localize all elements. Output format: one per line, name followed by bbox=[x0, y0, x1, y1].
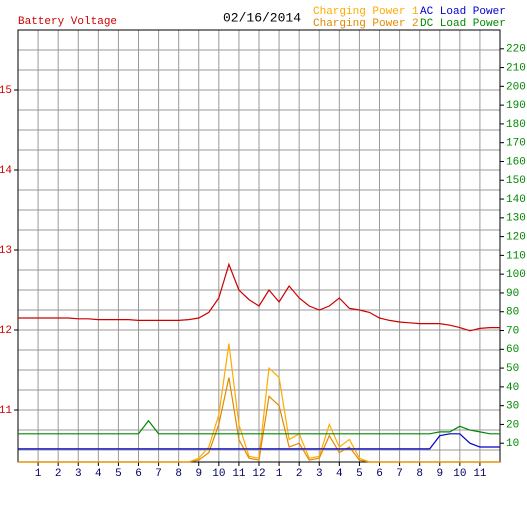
x-tick-label: 3 bbox=[75, 468, 82, 480]
series-line bbox=[18, 433, 500, 450]
y2-tick-label: 140 bbox=[506, 194, 526, 206]
y2-tick-label: 130 bbox=[506, 213, 526, 225]
y-tick-label: 12 bbox=[0, 325, 12, 337]
x-tick-label: 4 bbox=[336, 468, 343, 480]
y2-tick-label: 220 bbox=[506, 44, 526, 56]
y2-tick-label: 190 bbox=[506, 100, 526, 112]
legend-entry: AC Load Power bbox=[420, 6, 506, 18]
y2-tick-label: 50 bbox=[506, 363, 519, 375]
x-tick-label: 2 bbox=[296, 468, 303, 480]
x-tick-label: 9 bbox=[195, 468, 202, 480]
y2-tick-label: 160 bbox=[506, 156, 526, 168]
x-tick-label: 8 bbox=[175, 468, 182, 480]
x-tick-label: 10 bbox=[212, 468, 225, 480]
y2-tick-label: 150 bbox=[506, 175, 526, 187]
y2-tick-label: 90 bbox=[506, 288, 519, 300]
series-line bbox=[18, 262, 500, 332]
y2-tick-label: 40 bbox=[506, 382, 519, 394]
x-tick-label: 5 bbox=[356, 468, 363, 480]
y2-tick-label: 110 bbox=[506, 250, 526, 262]
plot-frame bbox=[17, 29, 501, 463]
y2-tick-label: 210 bbox=[506, 62, 526, 74]
y2-tick-label: 60 bbox=[506, 344, 519, 356]
x-tick-label: 8 bbox=[416, 468, 423, 480]
series-line bbox=[18, 419, 500, 435]
y-axis-label: Battery Voltage bbox=[18, 16, 117, 28]
y2-tick-label: 20 bbox=[506, 419, 519, 431]
x-tick-label: 3 bbox=[316, 468, 323, 480]
x-tick-label: 1 bbox=[276, 468, 283, 480]
x-tick-label: 5 bbox=[115, 468, 122, 480]
x-tick-label: 1 bbox=[35, 468, 42, 480]
x-tick-label: 4 bbox=[95, 468, 102, 480]
x-tick-label: 6 bbox=[376, 468, 383, 480]
y2-tick-label: 200 bbox=[506, 81, 526, 93]
legend-entry: DC Load Power bbox=[420, 18, 506, 30]
y2-tick-label: 80 bbox=[506, 307, 519, 319]
x-tick-label: 11 bbox=[232, 468, 246, 480]
y2-tick-label: 10 bbox=[506, 438, 519, 450]
x-tick-label: 7 bbox=[396, 468, 403, 480]
legend-entry: Charging Power 1 bbox=[313, 6, 419, 18]
x-tick-label: 7 bbox=[155, 468, 162, 480]
y-tick-label: 13 bbox=[0, 245, 12, 257]
x-tick-label: 12 bbox=[252, 468, 265, 480]
x-tick-label: 9 bbox=[436, 468, 443, 480]
legend-entry: Charging Power 2 bbox=[313, 18, 419, 30]
x-tick-label: 6 bbox=[135, 468, 142, 480]
x-tick-label: 11 bbox=[473, 468, 487, 480]
chart-title: 02/16/2014 bbox=[223, 10, 301, 25]
y-tick-label: 14 bbox=[0, 165, 12, 177]
y2-tick-label: 70 bbox=[506, 325, 519, 337]
y2-tick-label: 170 bbox=[506, 138, 526, 150]
y2-tick-label: 100 bbox=[506, 269, 526, 281]
y-tick-label: 15 bbox=[0, 85, 12, 97]
series-line bbox=[18, 377, 500, 463]
y2-tick-label: 120 bbox=[506, 232, 526, 244]
x-tick-label: 2 bbox=[55, 468, 62, 480]
y2-tick-label: 30 bbox=[506, 401, 519, 413]
y-tick-label: 11 bbox=[0, 405, 12, 417]
x-tick-label: 10 bbox=[453, 468, 466, 480]
y2-tick-label: 180 bbox=[506, 119, 526, 131]
